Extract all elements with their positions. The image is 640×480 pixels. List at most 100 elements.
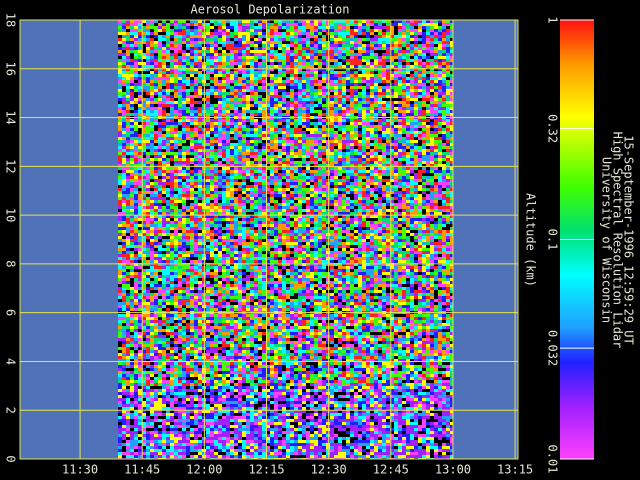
texture-cell: [246, 29, 250, 32]
texture-cell: [330, 53, 334, 56]
texture-cell: [318, 86, 322, 89]
texture-cell: [190, 173, 194, 176]
texture-cell: [430, 35, 434, 38]
texture-cell: [254, 146, 258, 149]
texture-cell: [158, 146, 162, 149]
texture-cell: [250, 71, 254, 74]
texture-cell: [134, 149, 138, 152]
texture-cell: [162, 95, 166, 98]
texture-cell: [330, 98, 334, 101]
texture-cell: [274, 53, 278, 56]
texture-cell: [306, 191, 310, 194]
texture-cell: [350, 29, 354, 32]
texture-cell: [406, 146, 410, 149]
texture-cell: [138, 38, 142, 41]
texture-cell: [302, 47, 306, 50]
texture-cell: [222, 137, 226, 140]
texture-cell: [430, 80, 434, 83]
texture-cell: [334, 29, 338, 32]
texture-cell: [294, 68, 298, 71]
texture-cell: [266, 152, 270, 155]
texture-cell: [254, 74, 258, 77]
texture-cell: [394, 71, 398, 74]
texture-cell: [370, 110, 374, 113]
texture-cell: [258, 134, 262, 137]
texture-cell: [374, 155, 378, 158]
texture-cell: [246, 41, 250, 44]
texture-cell: [130, 155, 134, 158]
texture-cell: [366, 83, 370, 86]
texture-cell: [302, 158, 306, 161]
texture-cell: [378, 167, 382, 170]
texture-cell: [434, 179, 438, 182]
texture-cell: [186, 59, 190, 62]
texture-cell: [306, 188, 310, 191]
texture-cell: [174, 95, 178, 98]
texture-cell: [382, 164, 386, 167]
texture-cell: [382, 38, 386, 41]
texture-cell: [342, 20, 346, 23]
texture-cell: [210, 74, 214, 77]
texture-cell: [258, 56, 262, 59]
texture-cell: [330, 161, 334, 164]
texture-cell: [250, 107, 254, 110]
texture-cell: [142, 122, 146, 125]
texture-cell: [386, 188, 390, 191]
texture-cell: [442, 104, 446, 107]
texture-cell: [310, 173, 314, 176]
texture-cell: [414, 44, 418, 47]
texture-cell: [218, 125, 222, 128]
texture-cell: [142, 104, 146, 107]
texture-cell: [418, 110, 422, 113]
texture-cell: [326, 47, 330, 50]
texture-cell: [366, 32, 370, 35]
texture-cell: [290, 56, 294, 59]
texture-cell: [338, 62, 342, 65]
texture-cell: [354, 167, 358, 170]
texture-cell: [242, 122, 246, 125]
texture-cell: [366, 56, 370, 59]
texture-cell: [302, 77, 306, 80]
texture-cell: [382, 125, 386, 128]
texture-cell: [230, 188, 234, 191]
texture-cell: [290, 107, 294, 110]
texture-cell: [390, 62, 394, 65]
texture-cell: [438, 41, 442, 44]
texture-cell: [206, 89, 210, 92]
texture-cell: [450, 110, 453, 113]
texture-cell: [206, 53, 210, 56]
texture-cell: [322, 92, 326, 95]
texture-cell: [150, 146, 154, 149]
texture-cell: [290, 41, 294, 44]
texture-cell: [442, 167, 446, 170]
texture-cell: [142, 20, 146, 23]
texture-cell: [162, 65, 166, 68]
texture-cell: [218, 182, 222, 185]
texture-cell: [246, 113, 250, 116]
texture-cell: [322, 170, 326, 173]
texture-cell: [326, 125, 330, 128]
texture-cell: [362, 50, 366, 53]
texture-cell: [222, 20, 226, 23]
texture-cell: [270, 95, 274, 98]
texture-cell: [394, 107, 398, 110]
texture-cell: [266, 89, 270, 92]
texture-cell: [410, 29, 414, 32]
texture-cell: [226, 26, 230, 29]
texture-cell: [142, 191, 146, 194]
texture-cell: [354, 65, 358, 68]
texture-cell: [130, 80, 134, 83]
texture-cell: [242, 80, 246, 83]
texture-cell: [438, 53, 442, 56]
texture-cell: [338, 53, 342, 56]
texture-cell: [366, 26, 370, 29]
texture-cell: [294, 170, 298, 173]
texture-cell: [238, 149, 242, 152]
texture-cell: [378, 176, 382, 179]
texture-cell: [222, 86, 226, 89]
texture-cell: [326, 92, 330, 95]
texture-cell: [158, 164, 162, 167]
texture-cell: [418, 35, 422, 38]
texture-cell: [122, 53, 126, 56]
texture-cell: [266, 86, 270, 89]
